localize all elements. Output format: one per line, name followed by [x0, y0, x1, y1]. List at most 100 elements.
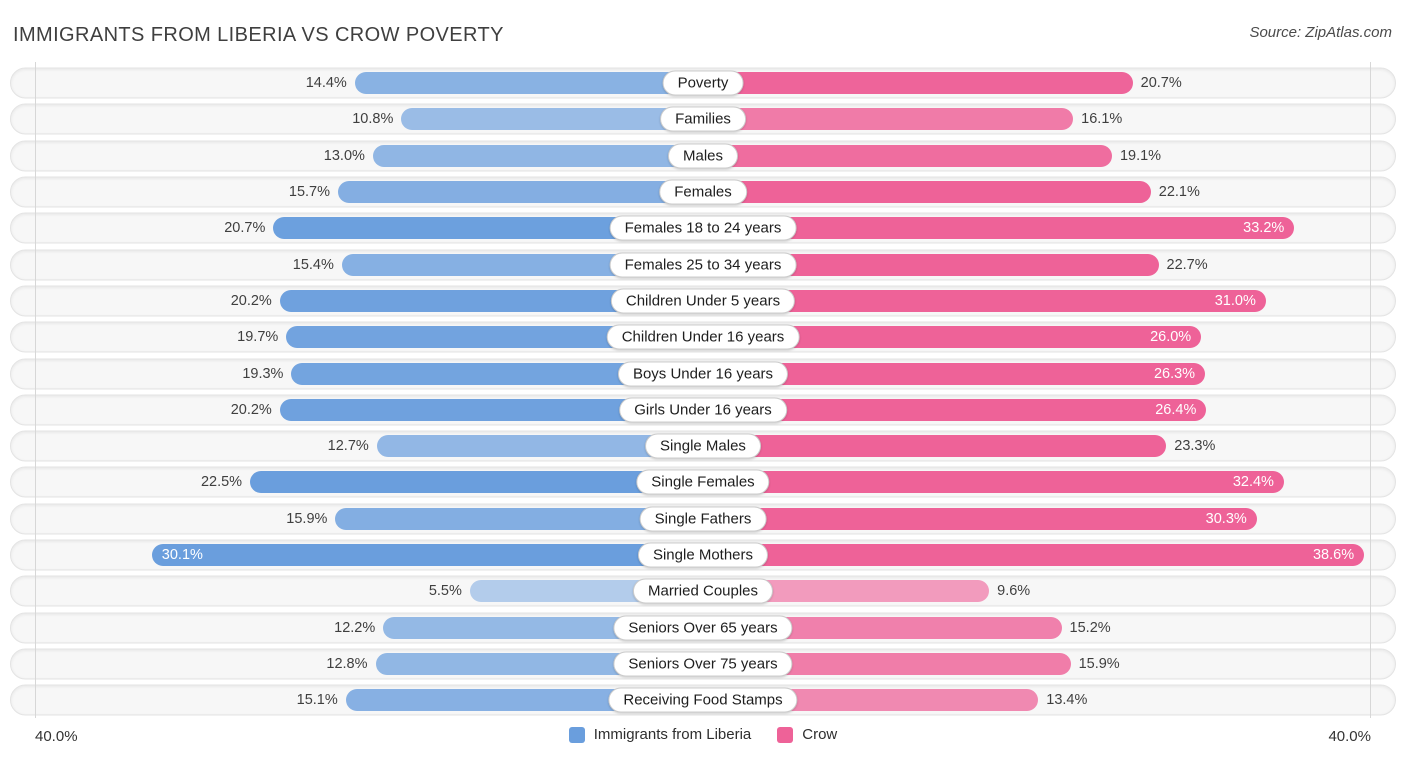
right-axis-max-label: 40.0% [1328, 728, 1371, 746]
crow-value-label: 38.6% [1312, 547, 1355, 563]
liberia-value-label: 15.9% [286, 510, 328, 527]
crow-value-label: 32.4% [1232, 474, 1274, 491]
category-label: Females 18 to 24 years [609, 215, 797, 241]
chart-row: 12.2% 15.2% Seniors Over 65 years [0, 609, 1406, 645]
left-axis-gridline [35, 62, 37, 719]
liberia-bar [279, 398, 703, 421]
chart-row: 12.8% 15.9% Seniors Over 75 years [0, 646, 1406, 682]
category-label: Families [660, 106, 746, 132]
source-credit: Source: ZipAtlas.com [1249, 24, 1392, 41]
liberia-value-label: 13.0% [323, 147, 365, 164]
chart-footer: 40.0% 40.0% Immigrants from Liberia Crow [0, 720, 1406, 758]
crow-bar [703, 108, 1074, 131]
chart-row: 13.0% 19.1% Males [0, 138, 1406, 174]
category-label: Seniors Over 65 years [613, 615, 793, 641]
crow-value-label: 19.1% [1119, 147, 1162, 164]
category-label: Receiving Food Stamps [608, 687, 798, 713]
chart-row: 15.1% 13.4% Receiving Food Stamps [0, 682, 1406, 718]
liberia-bar [335, 507, 703, 530]
liberia-value-label: 12.8% [326, 655, 368, 672]
crow-value-label: 20.7% [1140, 75, 1182, 92]
chart-row: 15.9% 30.3% Single Fathers [0, 501, 1406, 537]
chart-row: 15.4% 22.7% Females 25 to 34 years [0, 246, 1406, 282]
right-axis-gridline [1369, 62, 1371, 719]
liberia-value-label: 15.7% [288, 184, 330, 201]
crow-swatch-icon [777, 726, 794, 743]
crow-value-label: 30.3% [1205, 510, 1247, 527]
category-label: Girls Under 16 years [619, 397, 787, 423]
category-label: Children Under 5 years [610, 288, 796, 314]
category-label: Married Couples [632, 578, 774, 604]
liberia-value-label: 12.2% [334, 619, 376, 636]
liberia-bar [279, 289, 703, 312]
chart-header: IMMIGRANTS FROM LIBERIA VS CROW POVERTY … [0, 0, 1406, 62]
crow-value-label: 31.0% [1214, 292, 1256, 309]
crow-value-label: 23.3% [1174, 438, 1216, 455]
crow-bar [703, 652, 1071, 675]
crow-bar [703, 435, 1167, 458]
chart-row: 22.5% 32.4% Single Females [0, 464, 1406, 500]
liberia-swatch-icon [568, 726, 585, 743]
chart-row: 14.4% 20.7% Poverty [0, 65, 1406, 101]
crow-value-label: 13.4% [1046, 692, 1088, 709]
liberia-value-label: 20.2% [230, 292, 272, 309]
crow-value-label: 15.2% [1069, 619, 1111, 636]
liberia-value-label: 10.8% [352, 111, 394, 128]
liberia-value-label: 5.5% [428, 583, 462, 600]
liberia-bar [338, 181, 703, 204]
category-label: Females 25 to 34 years [609, 252, 797, 278]
legend-label-crow: Crow [802, 726, 838, 744]
crow-bar [703, 362, 1206, 385]
category-label: Females [659, 179, 747, 205]
left-axis-max-label: 40.0% [35, 728, 78, 746]
category-label: Single Fathers [639, 506, 767, 532]
crow-value-label: 9.6% [997, 583, 1031, 600]
liberia-value-label: 22.5% [200, 474, 243, 491]
chart-row: 19.3% 26.3% Boys Under 16 years [0, 355, 1406, 391]
chart-row: 15.7% 22.1% Females [0, 174, 1406, 210]
crow-bar [703, 217, 1295, 240]
liberia-value-label: 12.7% [327, 438, 369, 455]
category-label: Boys Under 16 years [617, 361, 789, 387]
page-title: IMMIGRANTS FROM LIBERIA VS CROW POVERTY [13, 24, 504, 46]
category-label: Poverty [662, 70, 744, 96]
crow-bar [703, 289, 1266, 312]
chart-row: 20.2% 31.0% Children Under 5 years [0, 283, 1406, 319]
category-label: Single Males [645, 433, 761, 459]
crow-bar [703, 471, 1284, 494]
crow-bar [703, 253, 1159, 276]
liberia-value-label: 30.1% [161, 547, 203, 563]
legend-label-liberia: Immigrants from Liberia [593, 726, 752, 744]
crow-value-label: 16.1% [1081, 111, 1123, 128]
chart-row: 5.5% 9.6% Married Couples [0, 573, 1406, 609]
crow-bar [703, 144, 1112, 167]
crow-bar [703, 72, 1133, 95]
chart-row: 20.7% 33.2% Females 18 to 24 years [0, 210, 1406, 246]
crow-value-label: 22.1% [1158, 184, 1200, 201]
category-label: Single Females [636, 469, 770, 495]
liberia-bar [286, 326, 703, 349]
crow-bar [703, 507, 1257, 530]
liberia-value-label: 19.7% [237, 329, 279, 346]
crow-value-label: 26.4% [1155, 401, 1197, 418]
liberia-bar [273, 217, 703, 240]
liberia-bar [354, 72, 703, 95]
category-label: Children Under 16 years [606, 324, 800, 350]
liberia-bar [151, 544, 703, 566]
crow-bar [703, 326, 1202, 349]
crow-value-label: 22.7% [1166, 256, 1208, 273]
crow-value-label: 33.2% [1243, 220, 1285, 237]
crow-value-label: 26.0% [1150, 329, 1192, 346]
liberia-value-label: 15.1% [296, 692, 338, 709]
category-label: Single Mothers [637, 542, 769, 568]
category-label: Seniors Over 75 years [613, 651, 793, 677]
chart-row: 12.7% 23.3% Single Males [0, 428, 1406, 464]
crow-bar [703, 398, 1207, 421]
liberia-value-label: 20.2% [230, 401, 272, 418]
legend: Immigrants from Liberia Crow [0, 726, 1406, 743]
crow-bar [703, 580, 990, 603]
chart-row: 30.1% 38.6% Single Mothers [0, 537, 1406, 573]
liberia-bar [250, 471, 703, 494]
liberia-bar [372, 144, 703, 167]
crow-bar [703, 544, 1365, 566]
